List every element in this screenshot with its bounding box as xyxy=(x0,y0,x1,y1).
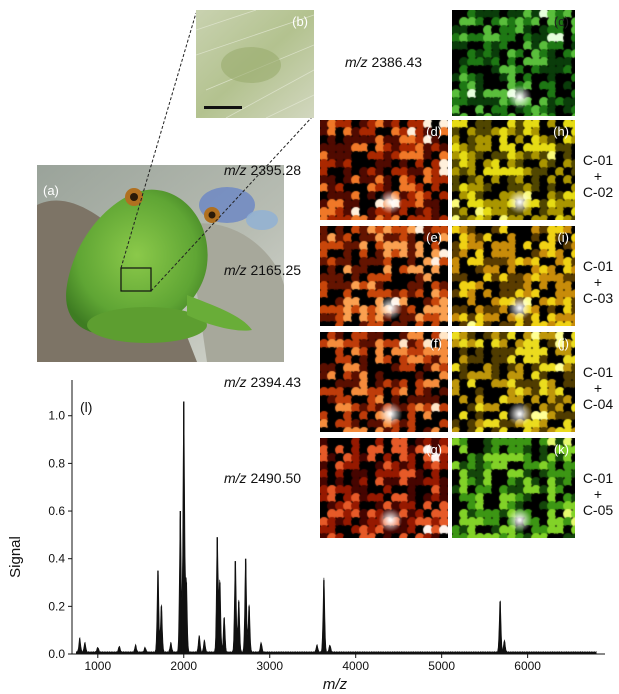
y-tick-label: 1.0 xyxy=(48,409,65,423)
panel-label-b: (b) xyxy=(292,14,308,29)
ion-map-j-canvas xyxy=(452,332,575,432)
panel-label-g: (g) xyxy=(426,442,442,457)
overlay-label-i: C-01 + C-03 xyxy=(576,258,619,306)
panel-label-j: (j) xyxy=(557,336,569,351)
skin-closeup-image xyxy=(196,10,314,118)
x-tick-label: 3000 xyxy=(256,659,283,673)
ion-map-f: (f) xyxy=(320,332,448,432)
overlay-bottom: C-05 xyxy=(582,502,614,518)
ion-map-h-canvas xyxy=(452,120,575,220)
overlay-top: C-01 xyxy=(582,364,614,380)
ion-map-k: (k) xyxy=(452,438,575,538)
panel-label-f: (f) xyxy=(429,336,442,351)
panel-label-a: (a) xyxy=(43,183,59,198)
ion-map-f-canvas xyxy=(320,332,448,432)
x-tick-label: 6000 xyxy=(514,659,541,673)
mz-value-c: 2386.43 xyxy=(371,54,423,70)
overlay-label-j: C-01 + C-04 xyxy=(576,364,619,412)
panel-label-e: (e) xyxy=(426,230,442,245)
panel-label-h: (h) xyxy=(553,124,569,139)
overlay-top: C-01 xyxy=(582,258,614,274)
skin-closeup-panel: (b) xyxy=(196,10,314,118)
overlay-top: C-01 xyxy=(582,152,614,168)
panel-label-k: (k) xyxy=(553,442,569,457)
mz-prefix: m/z xyxy=(345,54,368,70)
mass-spectrum-chart: 1000 2000 3000 4000 5000 6000 0.0 0.2 0.4 0.6 0.8 1… xyxy=(7,380,605,693)
x-tick-label: 2000 xyxy=(170,659,197,673)
ion-map-e: (e) xyxy=(320,226,448,326)
overlay-top: C-01 xyxy=(582,470,614,486)
overlay-plus: + xyxy=(593,168,603,184)
ion-map-h: (h) xyxy=(452,120,575,220)
y-tick-label: 0.8 xyxy=(48,456,65,470)
ion-map-d: (d) xyxy=(320,120,448,220)
mz-value-f: 2394.43 xyxy=(250,374,302,390)
ion-map-i-canvas xyxy=(452,226,575,326)
panel-label-d: (d) xyxy=(426,124,442,139)
overlay-label-h: C-01 + C-02 xyxy=(576,152,619,200)
panel-label-c: (c) xyxy=(553,14,569,29)
x-tick-label: 4000 xyxy=(342,659,369,673)
overlay-bottom: C-03 xyxy=(582,290,614,306)
ion-map-i: (i) xyxy=(452,226,575,326)
ion-map-c-canvas xyxy=(452,10,575,116)
ion-map-g: (g) xyxy=(320,438,448,538)
y-axis-label: Signal xyxy=(7,536,24,578)
mz-value-d: 2395.28 xyxy=(250,162,302,178)
mz-prefix: m/z xyxy=(224,262,247,278)
ion-map-k-canvas xyxy=(452,438,575,538)
frog-photo xyxy=(37,165,284,362)
ion-map-g-canvas xyxy=(320,438,448,538)
x-tick-label: 1000 xyxy=(84,659,111,673)
ion-map-e-canvas xyxy=(320,226,448,326)
mz-prefix: m/z xyxy=(224,162,247,178)
ion-map-d-canvas xyxy=(320,120,448,220)
panel-label-i: (i) xyxy=(557,230,569,245)
mz-prefix: m/z xyxy=(224,374,247,390)
overlay-plus: + xyxy=(593,486,603,502)
ion-map-j: (j) xyxy=(452,332,575,432)
spectrum-peaks xyxy=(75,401,597,655)
y-tick-label: 0.4 xyxy=(48,552,65,566)
overlay-bottom: C-04 xyxy=(582,396,614,412)
ion-map-c: (c) xyxy=(452,10,575,116)
frog-photo-panel: (a) xyxy=(37,165,284,362)
y-tick-label: 0.2 xyxy=(48,599,65,613)
overlay-bottom: C-02 xyxy=(582,184,614,200)
mz-label-f: m/z 2394.43 xyxy=(224,374,301,390)
x-tick-label: 5000 xyxy=(428,659,455,673)
overlay-label-k: C-01 + C-05 xyxy=(576,470,619,518)
x-axis-label: m/z xyxy=(323,676,348,693)
mz-label-d: m/z 2395.28 xyxy=(224,162,301,178)
spectrum-ticks: 1000 2000 3000 4000 5000 6000 0.0 0.2 0.4 0.6 0.8 1… xyxy=(48,409,541,673)
y-tick-label: 0.6 xyxy=(48,504,65,518)
mz-value-g: 2490.50 xyxy=(250,470,302,486)
overlay-plus: + xyxy=(593,380,603,396)
spectrum-trace xyxy=(75,403,597,655)
mz-label-e: m/z 2165.25 xyxy=(224,262,301,278)
mz-label-g: m/z 2490.50 xyxy=(224,470,301,486)
panel-label-l: (l) xyxy=(80,399,92,415)
mz-prefix: m/z xyxy=(224,470,247,486)
mz-value-e: 2165.25 xyxy=(250,262,302,278)
overlay-plus: + xyxy=(593,274,603,290)
spectrum-axes xyxy=(71,380,605,655)
y-tick-label: 0.0 xyxy=(48,647,65,661)
mz-label-c: m/z 2386.43 xyxy=(345,54,422,70)
